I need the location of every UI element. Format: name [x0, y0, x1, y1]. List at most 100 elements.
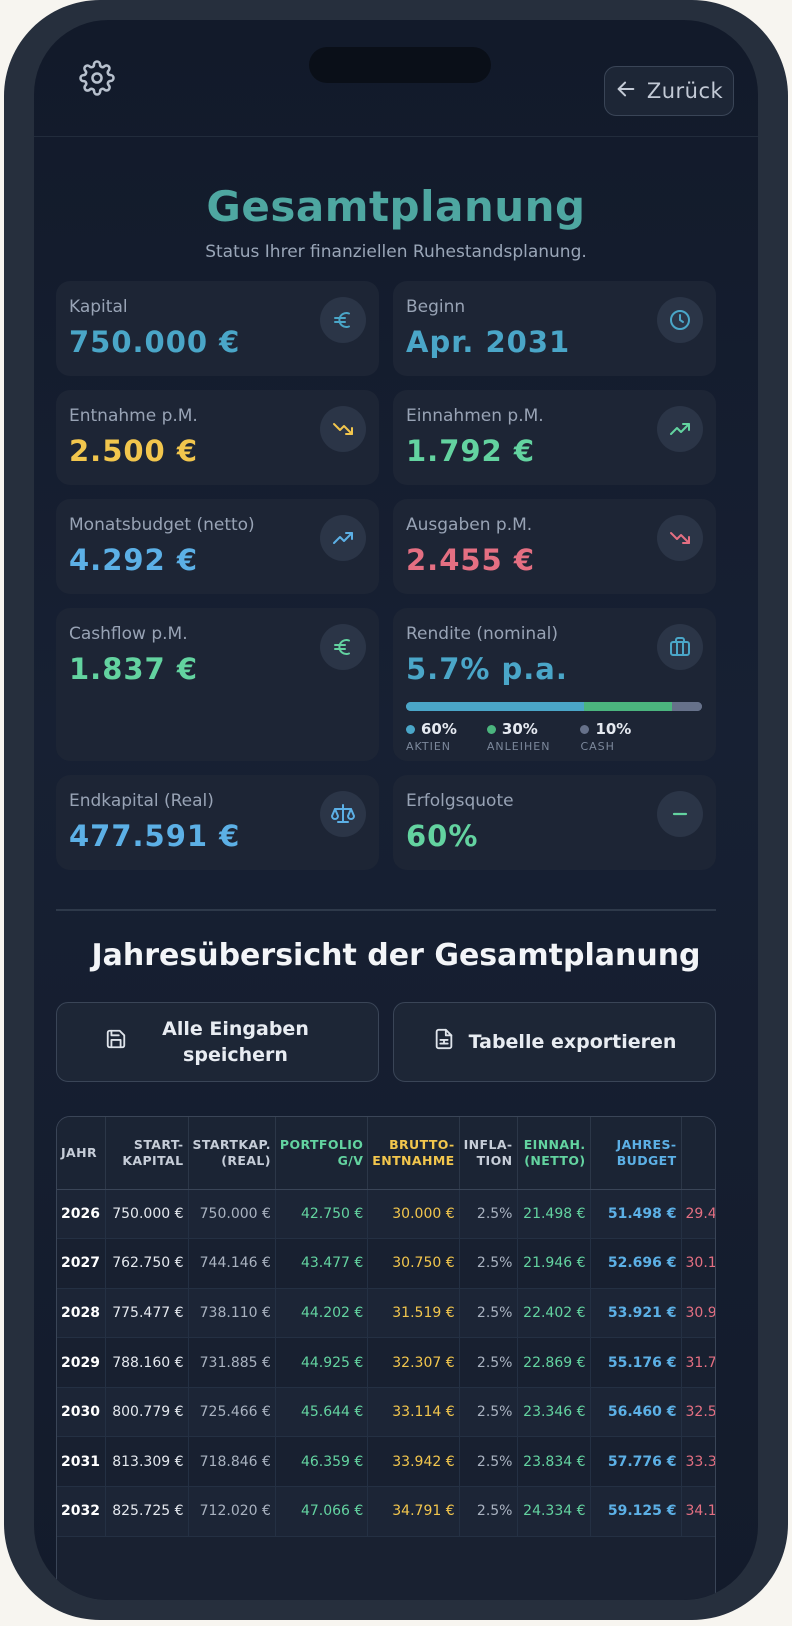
- column-header-line: TION: [476, 1152, 513, 1168]
- table-cell: 22.869 €: [517, 1337, 591, 1388]
- export-button-label: Tabelle exportieren: [468, 1031, 677, 1053]
- card-kapital: Kapital 750.000 €: [56, 281, 379, 376]
- table-cell: 825.725 €: [105, 1486, 189, 1537]
- card-cashflow: Cashflow p.M. 1.837 €: [56, 608, 379, 761]
- aktien-dot: [406, 724, 415, 734]
- table-cell: 29.4(: [681, 1189, 715, 1240]
- table-cell: 34.791 €: [367, 1486, 460, 1537]
- table-row: 2028 775.477 €738.110 €44.202 €31.519 €2.…: [57, 1288, 715, 1339]
- allocation-name: AKTIEN: [406, 740, 452, 753]
- table-cell: 55.176 €: [590, 1337, 682, 1388]
- table-cell: 51.498 €: [590, 1189, 682, 1240]
- save-button-label-line1: Alle Eingaben: [162, 1018, 309, 1040]
- briefcase-icon: [657, 624, 703, 670]
- table-cell: 712.020 €: [188, 1486, 276, 1537]
- table-column-header: EINNAH. (NETTO): [517, 1117, 591, 1190]
- card-value: 1.837 €: [69, 652, 199, 686]
- card-beginn: Beginn Apr. 2031: [393, 281, 716, 376]
- column-header-line: (REAL): [221, 1152, 271, 1168]
- card-value: Apr. 2031: [406, 325, 571, 359]
- page-subtitle: Status Ihrer finanziellen Ruhestandsplan…: [205, 242, 587, 262]
- table-cell: 23.346 €: [517, 1387, 591, 1438]
- table-cell: 762.750 €: [105, 1238, 189, 1289]
- table-cell: 56.460 €: [590, 1387, 682, 1438]
- table-column-header: JAHR: [57, 1117, 106, 1190]
- card-value: 5.7% p.a.: [406, 652, 568, 686]
- table-cell: 44.202 €: [275, 1288, 369, 1339]
- cash-dot: [580, 724, 590, 734]
- table-cell: 44.925 €: [275, 1337, 369, 1388]
- table-cell: 2.5%: [459, 1387, 518, 1438]
- table-cell: 52.696 €: [590, 1238, 682, 1289]
- euro-icon: [320, 624, 366, 670]
- anleihen-dot: [486, 724, 496, 734]
- table-cell: 2.5%: [459, 1436, 518, 1488]
- table-cell: 32.307 €: [367, 1337, 460, 1388]
- table-cell: 23.834 €: [517, 1436, 591, 1488]
- yearly-table[interactable]: JAHR START- KAPITAL STARTKAP. (REAL) PORTFOLI…: [56, 1116, 716, 1600]
- table-row: 2026 750.000 €750.000 €42.750 €30.000 €2.…: [57, 1189, 715, 1240]
- floppy-disk-icon: [105, 1028, 127, 1057]
- header-divider: [34, 136, 758, 137]
- card-label: Kapital: [69, 297, 128, 317]
- table-cell: 47.066 €: [275, 1486, 369, 1537]
- table-column-header: START- KAPITAL: [105, 1117, 189, 1190]
- allocation-legend: 60% AKTIEN 30% ANLEIHEN 10% CASH: [406, 720, 631, 753]
- table-cell: 2032: [57, 1486, 106, 1537]
- camera-notch: [309, 47, 491, 83]
- clock-icon: [657, 297, 703, 343]
- card-rendite: Rendite (nominal) 5.7% p.a. 60% AKTIEN 3…: [393, 608, 716, 761]
- table-cell: 750.000 €: [105, 1189, 189, 1240]
- column-header-line: PORTFOLIO: [279, 1136, 364, 1152]
- table-cell: 45.644 €: [275, 1387, 369, 1438]
- section-title: Jahresübersicht der Gesamtplanung: [91, 938, 701, 973]
- table-cell: 775.477 €: [105, 1288, 189, 1339]
- file-spreadsheet-icon: [433, 1028, 455, 1057]
- card-endkapital: Endkapital (Real) 477.591 €: [56, 775, 379, 870]
- card-erfolgsquote: Erfolgsquote 60%: [393, 775, 716, 870]
- allocation-name: ANLEIHEN: [486, 740, 551, 753]
- table-column-header: PORTFOLIO G/V: [275, 1117, 369, 1190]
- card-value: 2.455 €: [406, 543, 536, 577]
- table-cell: 33.3(: [681, 1436, 715, 1488]
- column-header-line: G/V: [337, 1152, 364, 1168]
- table-cell: 30.000 €: [367, 1189, 460, 1240]
- column-header-line: INFLA-: [463, 1136, 513, 1152]
- table-cell: 30.750 €: [367, 1238, 460, 1289]
- column-header-line: EINNAH.: [523, 1136, 586, 1152]
- allocation-bar: [406, 702, 702, 711]
- table-cell: 32.5(: [681, 1387, 715, 1438]
- table-cell: 31.7(: [681, 1337, 715, 1388]
- trending-up-icon: [320, 515, 366, 561]
- table-cell: 718.846 €: [188, 1436, 276, 1488]
- save-inputs-button[interactable]: Alle Eingaben speichern: [56, 1002, 379, 1082]
- table-cell: 31.519 €: [367, 1288, 460, 1339]
- table-header-row: JAHR START- KAPITAL STARTKAP. (REAL) PORTFOLI…: [57, 1117, 715, 1190]
- allocation-segment-anleihen: [583, 702, 673, 711]
- allocation-pct: 60%: [421, 720, 457, 738]
- card-entnahme: Entnahme p.M. 2.500 €: [56, 390, 379, 485]
- table-cell: 744.146 €: [188, 1238, 276, 1289]
- table-cell: 33.114 €: [367, 1387, 460, 1438]
- gear-icon[interactable]: [79, 60, 115, 96]
- table-cell: 2026: [57, 1189, 106, 1240]
- table-cell: 2.5%: [459, 1337, 518, 1388]
- column-header-line: KAPITAL: [122, 1152, 184, 1168]
- table-cell: 53.921 €: [590, 1288, 682, 1339]
- table-body: 2026 750.000 €750.000 €42.750 €30.000 €2.…: [57, 1189, 715, 1537]
- table-cell: 2029: [57, 1337, 106, 1388]
- table-row: 2031 813.309 €718.846 €46.359 €33.942 €2.…: [57, 1436, 715, 1488]
- allocation-item-cash: 10% CASH: [580, 720, 631, 753]
- back-button[interactable]: Zurück: [604, 66, 734, 116]
- scale-icon: [320, 791, 366, 837]
- table-cell: 24.334 €: [517, 1486, 591, 1537]
- table-cell: 57.776 €: [590, 1436, 682, 1488]
- card-label: Entnahme p.M.: [69, 406, 198, 426]
- card-label: Rendite (nominal): [406, 624, 558, 644]
- table-cell: 22.402 €: [517, 1288, 591, 1339]
- card-label: Monatsbudget (netto): [69, 515, 255, 535]
- table-cell: 725.466 €: [188, 1387, 276, 1438]
- save-button-label-line2: speichern: [183, 1044, 288, 1066]
- export-table-button[interactable]: Tabelle exportieren: [393, 1002, 716, 1082]
- trending-up-icon: [657, 406, 703, 452]
